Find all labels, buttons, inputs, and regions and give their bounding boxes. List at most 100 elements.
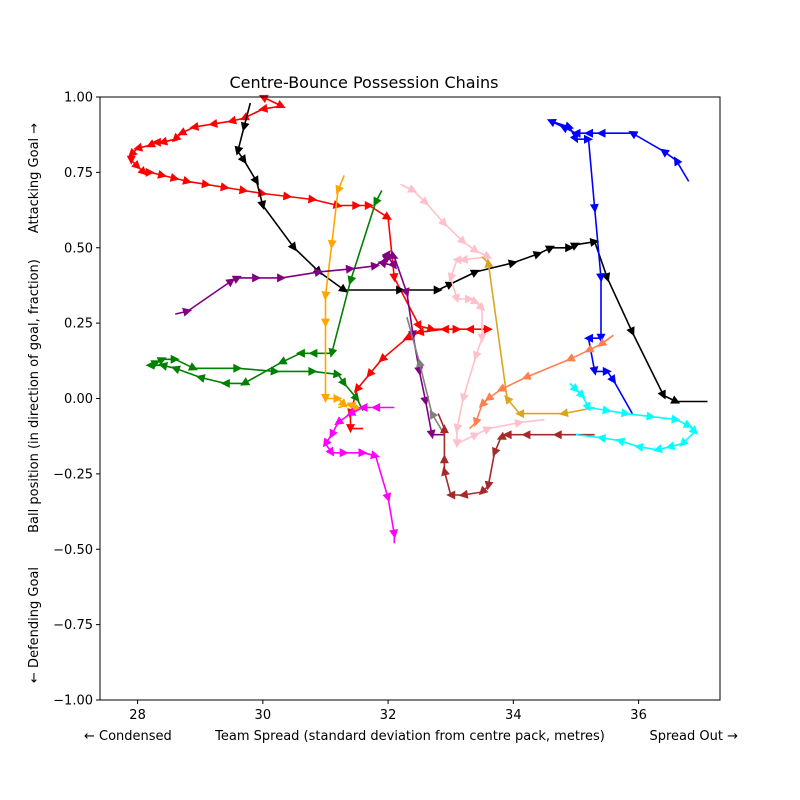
chain-arrow-marker [433,285,443,295]
chain-arrow-marker [332,200,343,209]
chain-arrow-marker [270,366,280,376]
y-axis-top-label: Attacking Goal → [27,123,42,233]
x-axis-right-label: Spread Out → [649,729,738,744]
chain-arrow-marker [182,307,193,317]
chain-arrow-marker [596,333,606,343]
chain-arrow-marker [469,296,480,305]
chain-series [321,175,362,411]
y-tick-label: 1.00 [64,91,93,106]
chain-arrow-marker [589,238,600,247]
chain-arrow-marker [225,278,236,288]
y-axis-label: Ball position (in direction of goal, fra… [27,259,42,533]
chain-arrow-marker [350,392,360,402]
chain-arrow-marker [596,128,606,138]
x-axis-labels: ← Condensed Team Spread (standard deviat… [84,729,738,744]
chain-series [400,183,545,449]
chain-arrow-marker [171,132,182,143]
chain-arrow-marker [544,245,555,254]
chain-series [322,403,398,544]
chain-arrow-marker [321,318,330,328]
chain-arrow-marker [484,392,495,402]
chain-arrow-marker [338,283,348,293]
chain-arrow-marker [607,374,617,385]
chain-arrow-marker [452,255,462,265]
chain-arrow-marker [569,383,580,393]
y-tick-label: 0.25 [64,317,93,332]
chain-arrow-marker [346,402,357,411]
x-tick-label: 34 [505,708,522,723]
chain-arrow-marker [597,337,608,347]
chain-arrow-marker [419,196,429,206]
chain-arrow-marker [353,383,364,393]
x-tick-label: 32 [380,708,397,723]
chain-arrow-marker [441,466,450,477]
chain-arrow-marker [682,419,693,428]
chain-arrow-marker [559,408,569,418]
y-axis-labels: Attacking Goal → Ball position (in direc… [27,123,42,683]
chain-arrow-marker [439,454,449,464]
chain-arrow-marker [378,353,389,363]
x-tick-label: 30 [255,708,272,723]
chain-arrow-marker [252,273,262,283]
chain-arrow-marker [438,217,448,227]
chain-arrow-marker [150,360,161,369]
chain-arrow-marker [465,324,474,334]
chain-arrow-marker [475,301,486,312]
chain-arrow-marker [478,485,489,496]
chain-arrow-marker [532,251,543,260]
chain-arrow-marker [370,261,380,271]
chain-arrow-marker [571,128,581,138]
y-tick-label: −0.50 [53,543,93,558]
chain-arrow-marker [469,432,480,441]
chain-arrow-marker [388,259,397,270]
x-tick-label: 28 [129,708,146,723]
chain-arrow-marker [131,160,141,170]
chain-series [406,316,446,436]
chain-arrow-marker [596,273,606,283]
chain-arrow-marker [564,121,574,131]
y-tick-label: 0.00 [64,392,93,407]
chain-arrow-marker [287,241,297,252]
chain-arrow-marker [416,357,425,368]
chain-arrow-marker [307,194,318,204]
chain-arrow-marker [146,139,157,148]
chain-arrow-marker [321,291,331,301]
chain-arrow-marker [145,167,155,177]
chain-arrow-marker [345,264,355,274]
y-axis-bottom-label: ← Defending Goal [27,567,42,683]
chain-arrow-marker [426,323,437,333]
chain-arrow-marker [187,362,198,371]
chain-arrow-marker [373,196,382,207]
chain-arrow-marker [452,324,462,334]
chain-arrow-marker [352,201,362,210]
chain-arrow-marker [496,383,507,392]
chain-arrow-marker [381,211,392,220]
chain-arrow-marker [237,154,247,164]
chain-arrow-marker [653,444,663,454]
chain-arrow-marker [407,184,418,193]
chain-arrow-marker [584,344,595,353]
chain-arrow-marker [371,403,381,412]
chain-arrow-marker [177,127,188,136]
chain-arrow-marker [602,405,612,415]
chain-arrow-marker [504,395,514,405]
chain-arrow-marker [477,333,487,343]
chain-arrow-marker [201,179,211,189]
chain-arrow-marker [420,396,430,406]
chain-arrow-marker [478,398,489,408]
chain-arrow-marker [665,441,676,451]
chain-arrow-marker [257,200,267,210]
chain-arrow-marker [447,272,457,283]
chain-arrow-marker [584,128,593,138]
chain-arrow-marker [322,437,332,448]
chain-arrow-marker [208,119,218,128]
chain-arrow-marker [484,480,494,491]
chain-arrow-marker [240,377,251,386]
chain-arrow-marker [456,235,467,245]
chain-series [468,334,614,430]
chain-arrow-marker [329,428,338,439]
chain-arrow-marker [402,332,413,341]
y-tick-label: −1.00 [53,694,93,709]
chain-arrow-marker [460,392,469,403]
chain-arrow-marker [628,130,639,140]
